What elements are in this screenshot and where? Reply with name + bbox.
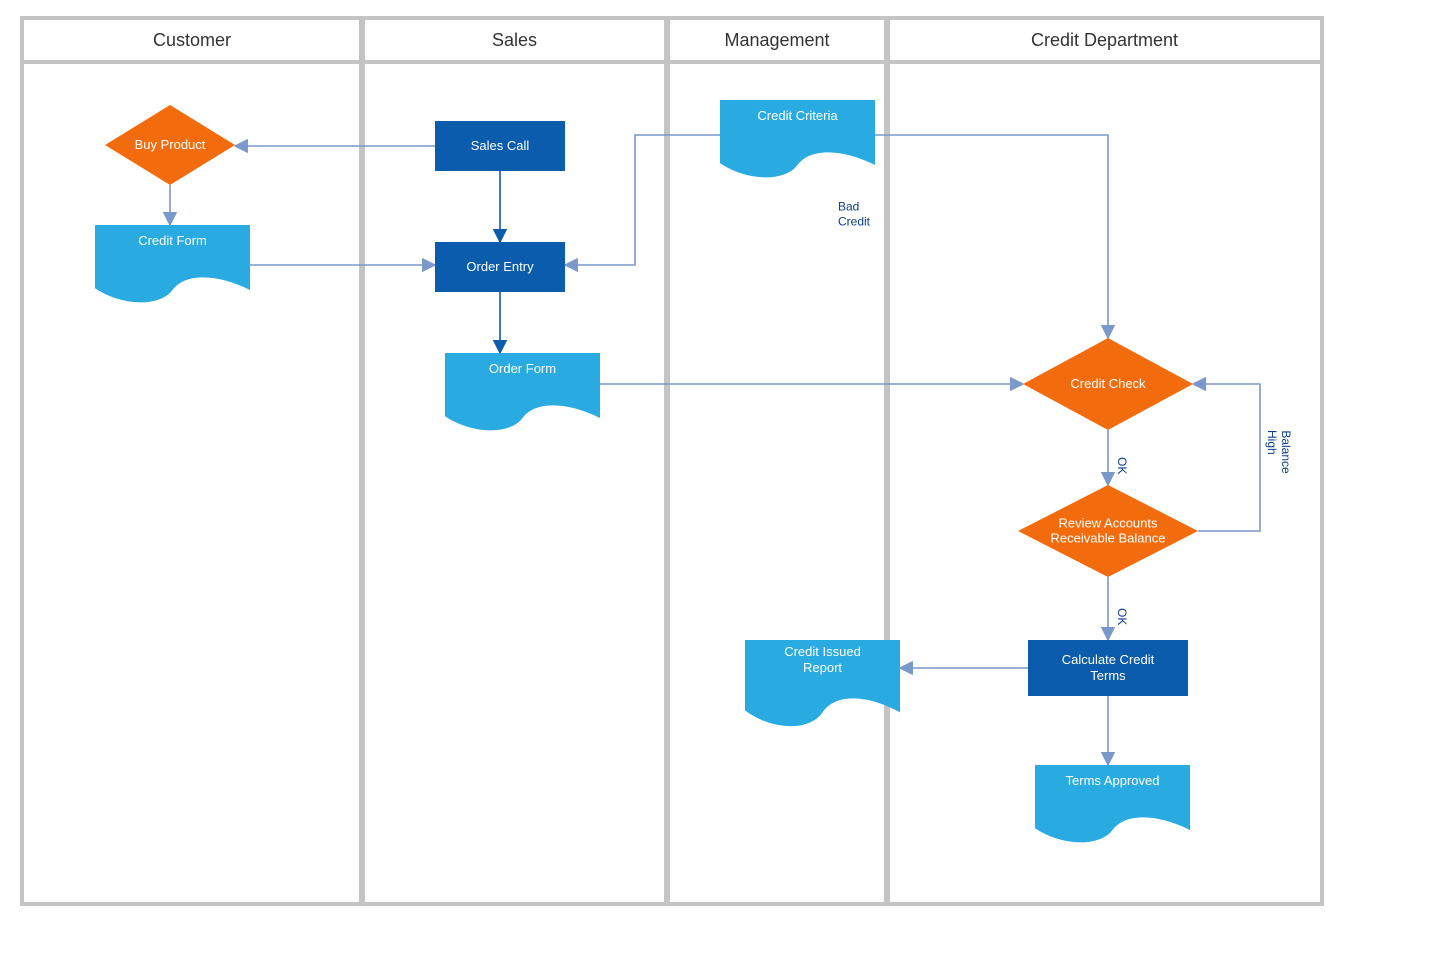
lane-header: Customer xyxy=(153,30,231,50)
svg-text:Credit Criteria: Credit Criteria xyxy=(757,108,838,123)
svg-text:Terms Approved: Terms Approved xyxy=(1066,773,1160,788)
node-creditIssued: Credit IssuedReport xyxy=(745,640,900,726)
node-orderForm: Order Form xyxy=(445,353,600,430)
svg-text:Order Entry: Order Entry xyxy=(466,259,534,274)
svg-text:Credit Form: Credit Form xyxy=(138,233,207,248)
svg-text:Buy Product: Buy Product xyxy=(135,137,206,152)
node-orderEntry: Order Entry xyxy=(435,242,565,292)
node-creditCriteria: Credit Criteria xyxy=(720,100,875,177)
node-buyProduct: Buy Product xyxy=(105,105,235,185)
edge xyxy=(565,135,720,265)
node-creditForm: Credit Form xyxy=(95,225,250,302)
lane-header: Sales xyxy=(492,30,537,50)
node-reviewAR: Review AccountsReceivable Balance xyxy=(1018,485,1198,577)
edge-label: BadCredit xyxy=(838,200,871,229)
edge-label: OK xyxy=(1115,457,1129,474)
node-salesCall: Sales Call xyxy=(435,121,565,171)
node-calcTerms: Calculate CreditTerms xyxy=(1028,640,1188,696)
node-creditCheck: Credit Check xyxy=(1023,338,1193,430)
edge xyxy=(875,135,1108,338)
svg-text:Credit Check: Credit Check xyxy=(1070,376,1146,391)
svg-text:Review AccountsReceivable Bala: Review AccountsReceivable Balance xyxy=(1051,516,1166,546)
edge-label: OK xyxy=(1115,608,1129,625)
node-termsApproved: Terms Approved xyxy=(1035,765,1190,842)
swimlane-flowchart: Customer Sales Management Credit Department… xyxy=(0,0,1437,977)
nodes: Buy Product Credit Form Sales Call Order En… xyxy=(95,100,1198,842)
lane-header: Management xyxy=(724,30,829,50)
svg-text:Sales Call: Sales Call xyxy=(471,138,530,153)
edge xyxy=(1193,384,1260,531)
edge-label: HighBalance xyxy=(1265,430,1293,474)
svg-text:Order Form: Order Form xyxy=(489,361,556,376)
lane-header: Credit Department xyxy=(1031,30,1178,50)
